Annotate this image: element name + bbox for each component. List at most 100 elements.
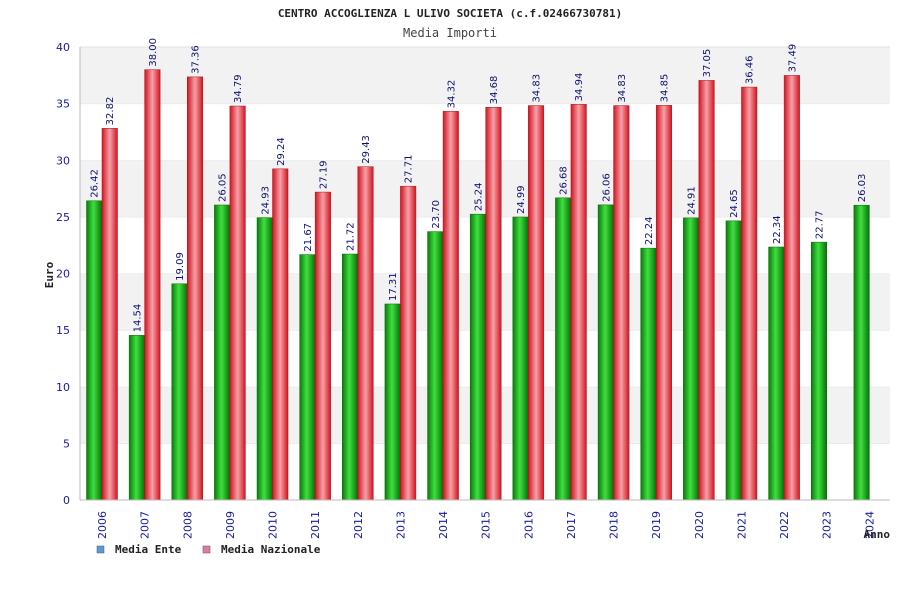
data-labels: 26.42 14.54 19.09 26.05 24.93 21.67 21.72 17.31… (90, 38, 868, 332)
data-label: 26.68 (559, 166, 570, 195)
bar-media-ente (555, 197, 572, 501)
x-tick-label: 2010 (267, 511, 280, 539)
data-label: 21.72 (346, 222, 357, 251)
bar-media-nazionale (144, 69, 161, 501)
bar-media-nazionale (485, 106, 502, 501)
x-tick-label: 2011 (309, 511, 322, 539)
bar-media-nazionale (314, 191, 331, 501)
bar-media-nazionale (698, 80, 715, 501)
bar-media-ente (384, 303, 401, 501)
data-label: 22.34 (772, 215, 783, 244)
bar-media-ente (768, 246, 785, 501)
bar-media-ente (342, 253, 359, 501)
data-label: 14.54 (132, 304, 143, 333)
bar-media-ente (171, 283, 188, 501)
data-label: 34.94 (574, 73, 585, 102)
data-label: 38.00 (148, 38, 159, 67)
y-tick-label: 40 (56, 41, 70, 54)
bars (86, 69, 870, 501)
x-tick-label: 2015 (480, 511, 493, 539)
bar-media-ente (512, 216, 529, 501)
bar-media-ente (86, 200, 103, 501)
legend-label-media-nazionale: Media Nazionale (221, 543, 321, 556)
x-tick-label: 2009 (224, 511, 237, 539)
data-label: 29.24 (276, 137, 287, 166)
x-tick-label: 2018 (608, 511, 621, 539)
y-tick-label: 10 (56, 381, 70, 394)
data-label: 19.09 (175, 252, 186, 281)
y-tick-label: 15 (56, 324, 70, 337)
chart-subtitle: Media Importi (403, 26, 497, 40)
y-tick-label: 25 (56, 211, 70, 224)
x-tick-label: 2007 (139, 511, 152, 539)
bar-media-ente (256, 217, 273, 501)
bar-media-ente (597, 204, 614, 501)
bar-media-ente (128, 335, 145, 501)
bar-media-ente (427, 231, 444, 501)
data-label: 34.83 (617, 74, 628, 103)
x-tick-label: 2016 (522, 511, 535, 539)
data-label: 34.83 (532, 74, 543, 103)
data-label: 32.82 (105, 97, 116, 126)
bar-media-ente (299, 254, 316, 501)
bar-media-ente (810, 241, 827, 501)
chart-title: CENTRO ACCOGLIENZA L ULIVO SOCIETA (c.f.… (278, 7, 622, 20)
x-tick-label: 2024 (863, 511, 876, 539)
data-label: 34.68 (489, 76, 500, 105)
data-label: 26.42 (90, 169, 101, 198)
bar-media-nazionale (655, 105, 672, 501)
bar-media-nazionale (783, 75, 800, 501)
bar-media-ente (469, 213, 486, 501)
legend-swatch-media-nazionale (202, 545, 211, 554)
x-tick-label: 2014 (437, 511, 450, 539)
data-label: 34.32 (446, 80, 457, 109)
data-label: 27.71 (404, 155, 415, 184)
x-axis-ticks: 2006 2007 2008 2009 2010 2011 2012 2013 2014 2015… (96, 511, 876, 539)
legend-swatch-media-ente (96, 545, 105, 554)
data-label: 24.91 (687, 186, 698, 215)
bar-media-ente (683, 217, 700, 501)
data-label: 22.77 (814, 210, 825, 239)
data-label: 26.03 (857, 174, 868, 203)
bar-media-nazionale (357, 166, 374, 501)
data-label: 24.99 (516, 185, 527, 214)
data-label: 21.67 (303, 223, 314, 252)
legend-label-media-ente: Media Ente (115, 543, 182, 556)
x-tick-label: 2008 (181, 511, 194, 539)
y-tick-label: 0 (63, 494, 70, 507)
x-tick-label: 2019 (650, 511, 663, 539)
bar-media-ente (725, 220, 742, 501)
x-tick-label: 2013 (394, 511, 407, 539)
bar-media-nazionale (229, 105, 246, 501)
data-label: 37.49 (787, 44, 798, 73)
x-tick-label: 2012 (352, 511, 365, 539)
bar-media-ente (214, 204, 231, 501)
data-label: 34.85 (659, 74, 670, 103)
legend: Media Ente Media Nazionale (96, 543, 321, 556)
data-label: 37.36 (191, 45, 202, 74)
x-tick-label: 2023 (821, 511, 834, 539)
bar-media-nazionale (187, 76, 204, 501)
data-label: 29.43 (361, 135, 372, 164)
data-label: 24.93 (260, 186, 271, 215)
bar-media-nazionale (528, 105, 545, 501)
data-label: 37.05 (702, 49, 713, 78)
x-tick-label: 2022 (778, 511, 791, 539)
x-tick-label: 2021 (735, 511, 748, 539)
y-axis-label: Euro (43, 261, 56, 288)
data-label: 36.46 (745, 55, 756, 84)
bar-media-nazionale (272, 168, 289, 501)
x-tick-label: 2020 (693, 511, 706, 539)
data-label: 22.24 (644, 216, 655, 245)
data-label: 24.65 (729, 189, 740, 218)
bar-media-nazionale (741, 86, 758, 501)
bar-media-ente (640, 247, 657, 501)
x-tick-label: 2006 (96, 511, 109, 539)
x-axis-label: Anno (864, 528, 891, 541)
data-label: 34.79 (233, 74, 244, 103)
y-tick-label: 20 (56, 268, 70, 281)
bar-media-nazionale (442, 111, 459, 501)
bar-media-nazionale (400, 185, 417, 501)
bar-media-nazionale (101, 128, 118, 501)
data-label: 25.24 (473, 183, 484, 212)
